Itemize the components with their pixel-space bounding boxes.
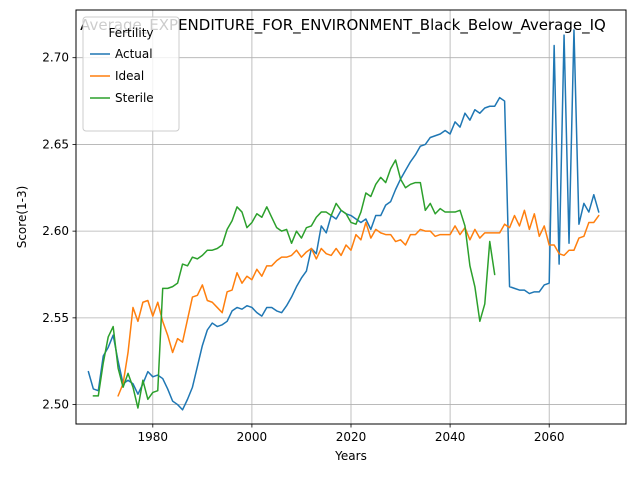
legend-title: Fertility xyxy=(108,26,153,40)
x-tick-label: 2020 xyxy=(336,430,367,444)
series-layer xyxy=(87,29,600,411)
series-line-sterile xyxy=(92,159,496,409)
y-tick-label: 2.65 xyxy=(42,137,69,151)
y-tick-label: 2.70 xyxy=(42,51,69,65)
chart-title: Average_EXPENDITURE_FOR_ENVIRONMENT_Blac… xyxy=(80,16,606,35)
y-tick-label: 2.60 xyxy=(42,224,69,238)
legend-items: Actual Ideal Sterile xyxy=(90,47,154,105)
grid-layer xyxy=(76,10,626,424)
tick-layer: 1980 2000 2020 2040 2060 2.50 2.55 2.60 2.65 2.70 xyxy=(42,51,564,444)
x-tick-label: 2000 xyxy=(237,430,268,444)
x-tick-label: 1980 xyxy=(138,430,169,444)
x-tick-label: 2040 xyxy=(435,430,466,444)
x-axis-label: Years xyxy=(334,449,367,463)
legend-box xyxy=(82,16,180,132)
legend-label-ideal: Ideal xyxy=(115,69,144,83)
y-tick-label: 2.55 xyxy=(42,311,69,325)
legend-label-actual: Actual xyxy=(115,47,153,61)
series-line-ideal xyxy=(117,209,600,397)
y-axis-label: Score(1-3) xyxy=(15,186,29,249)
legend: Fertility Actual Ideal Sterile xyxy=(82,16,180,132)
x-tick-label: 2060 xyxy=(534,430,565,444)
y-tick-label: 2.50 xyxy=(42,398,69,412)
legend-label-sterile: Sterile xyxy=(115,91,154,105)
